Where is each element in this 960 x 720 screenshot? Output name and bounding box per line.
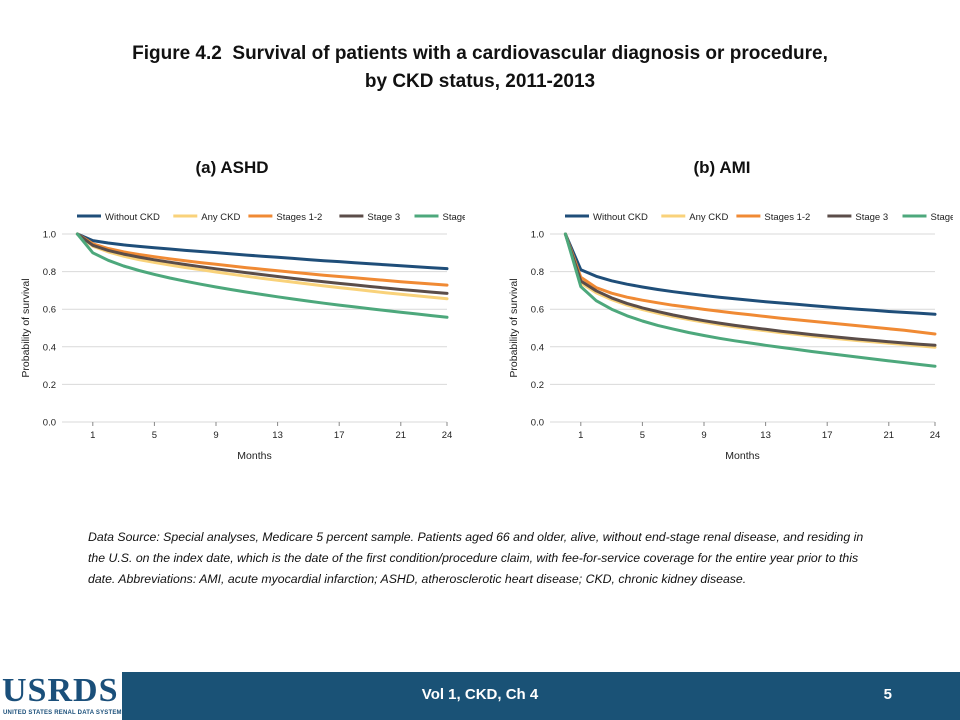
x-tick-label: 9 — [213, 430, 218, 441]
y-axis-label: Probability of survival — [20, 278, 32, 377]
y-tick-label: 0.4 — [531, 342, 544, 353]
x-tick-label: 9 — [701, 430, 706, 441]
y-tick-label: 0.0 — [43, 418, 56, 429]
footer-volume-label: Vol 1, CKD, Ch 4 — [421, 686, 539, 703]
y-tick-label: 0.8 — [531, 267, 544, 278]
figure-title-line2: by CKD status, 2011-2013 — [364, 71, 596, 92]
x-tick-label: 17 — [822, 430, 833, 441]
legend-item: Any CKD — [173, 212, 241, 223]
legend-label: Stage 3 — [367, 212, 400, 223]
y-tick-label: 0.6 — [531, 305, 544, 316]
y-tick-label: 0.6 — [43, 305, 56, 316]
x-tick-label: 24 — [442, 430, 453, 441]
x-axis-label: Months — [725, 450, 759, 462]
series-line — [75, 232, 449, 319]
legend-label: Stages 4-5 — [443, 212, 466, 223]
x-tick-label: 5 — [640, 430, 645, 441]
logo-wordmark: USRDS — [2, 672, 119, 709]
legend-item: Stages 4-5 — [902, 212, 954, 223]
y-tick-label: 0.2 — [43, 380, 56, 391]
x-tick-label: 24 — [930, 430, 941, 441]
x-axis-label: Months — [237, 450, 271, 462]
series-line — [75, 232, 449, 301]
legend-item: Stage 3 — [339, 212, 400, 223]
legend-item: Any CKD — [661, 212, 729, 223]
chart-b-title: (b) AMI — [693, 158, 751, 177]
y-tick-label: 0.8 — [43, 267, 56, 278]
legend-label: Any CKD — [201, 212, 240, 223]
series-line — [75, 232, 449, 271]
y-tick-label: 0.0 — [531, 418, 544, 429]
legend-item: Without CKD — [77, 212, 160, 223]
legend-label: Stages 1-2 — [764, 212, 810, 223]
legend-item: Stages 4-5 — [414, 212, 466, 223]
series-line — [75, 232, 449, 287]
x-tick-label: 21 — [884, 430, 895, 441]
legend-item: Stages 1-2 — [248, 212, 322, 223]
series-line — [75, 232, 449, 295]
y-tick-label: 0.2 — [531, 380, 544, 391]
y-tick-label: 1.0 — [531, 230, 544, 241]
series-line — [563, 232, 937, 368]
usrds-logo: USRDS UNITED STATES RENAL DATA SYSTEM — [0, 672, 124, 720]
x-tick-label: 13 — [760, 430, 771, 441]
chart-a-ashd: Without CKD Any CKD Stages 1-2 Stage 3 Stage… — [20, 212, 466, 462]
chart-b-ami: Without CKD Any CKD Stages 1-2 Stage 3 Stage… — [508, 212, 954, 462]
series-line — [563, 232, 937, 316]
legend-label: Without CKD — [593, 212, 648, 223]
logo-subtitle: UNITED STATES RENAL DATA SYSTEM — [3, 710, 122, 716]
data-source-note: Data Source: Special analyses, Medicare … — [88, 530, 864, 586]
x-tick-label: 21 — [396, 430, 407, 441]
x-tick-label: 1 — [578, 430, 583, 441]
legend-label: Any CKD — [689, 212, 728, 223]
series-line — [563, 232, 937, 347]
x-tick-label: 1 — [90, 430, 95, 441]
series-line — [563, 232, 937, 336]
legend-item: Stage 3 — [827, 212, 888, 223]
legend-label: Without CKD — [105, 212, 160, 223]
legend-label: Stage 3 — [855, 212, 888, 223]
y-tick-label: 1.0 — [43, 230, 56, 241]
footer-bar: USRDS UNITED STATES RENAL DATA SYSTEM Vo… — [0, 672, 960, 720]
figure-title-line1: Figure 4.2 Survival of patients with a c… — [132, 43, 828, 64]
x-tick-label: 13 — [272, 430, 283, 441]
y-axis-label: Probability of survival — [508, 278, 520, 377]
y-tick-label: 0.4 — [43, 342, 56, 353]
page-number: 5 — [883, 686, 892, 703]
legend-item: Without CKD — [565, 212, 648, 223]
x-tick-label: 17 — [334, 430, 345, 441]
legend-label: Stages 4-5 — [931, 212, 954, 223]
series-line — [563, 232, 937, 349]
legend-label: Stages 1-2 — [276, 212, 322, 223]
figure-title: Figure 4.2 Survival of patients with a c… — [60, 40, 900, 96]
x-tick-label: 5 — [152, 430, 157, 441]
chart-a-title: (a) ASHD — [195, 158, 269, 177]
legend-item: Stages 1-2 — [736, 212, 810, 223]
